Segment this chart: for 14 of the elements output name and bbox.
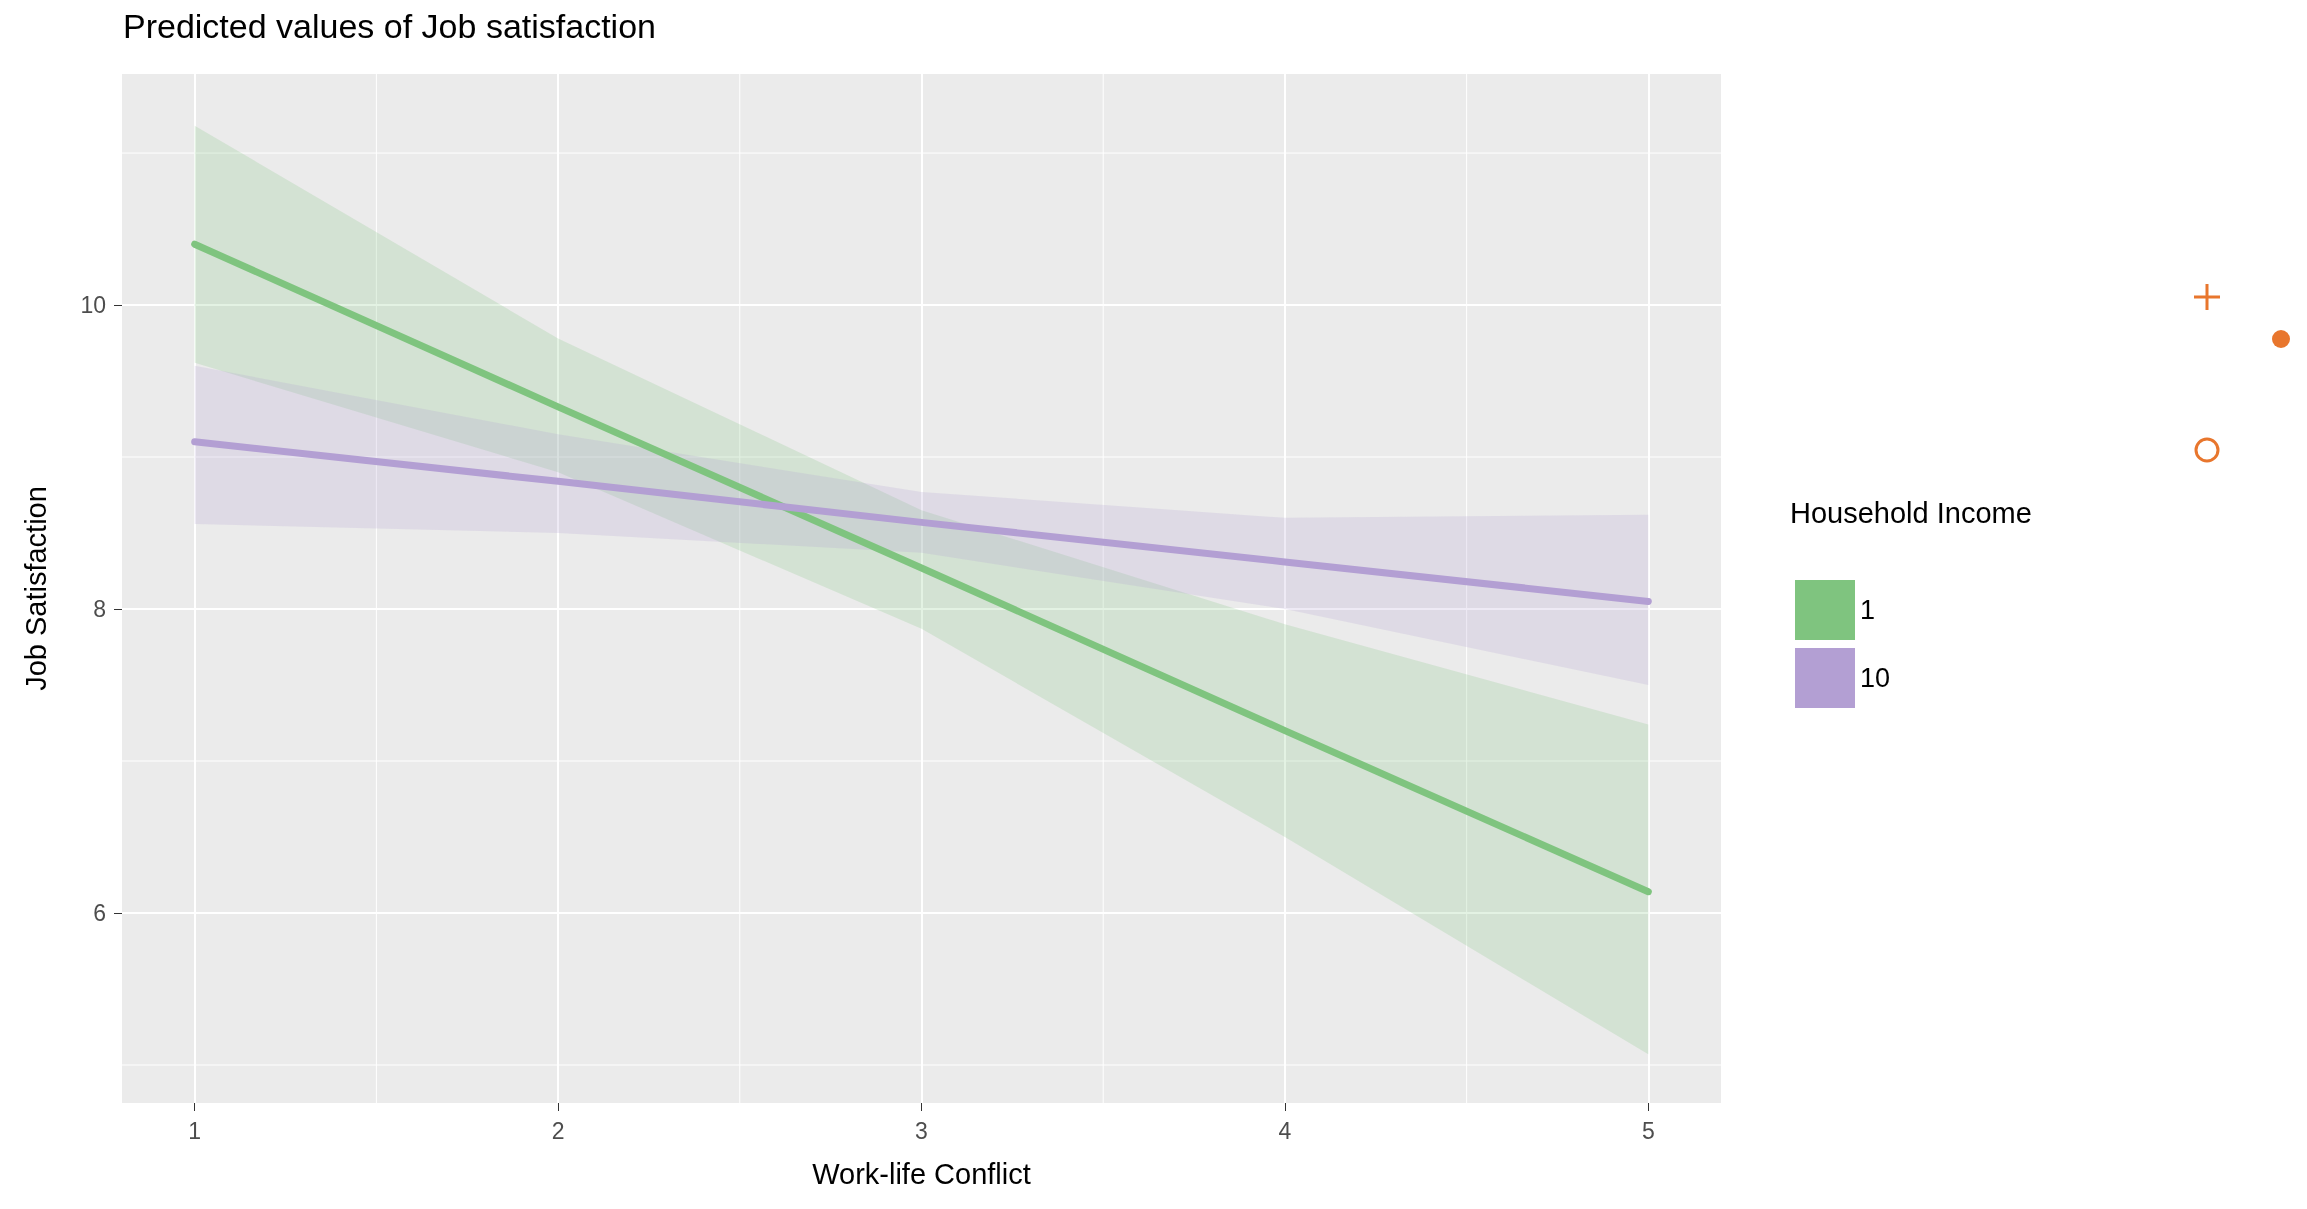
- x-tick-label: 4: [1278, 1117, 1292, 1144]
- x-tick-label: 1: [188, 1117, 202, 1144]
- legend-label: 1: [1860, 595, 1876, 625]
- x-tick-label: 2: [551, 1117, 565, 1144]
- chart-title: Predicted values of Job satisfaction: [123, 7, 656, 45]
- y-tick-label: 10: [80, 292, 106, 319]
- y-tick-label: 8: [93, 596, 106, 623]
- x-tick-label: 3: [915, 1117, 928, 1144]
- legend-label: 10: [1860, 663, 1891, 693]
- x-tick-label: 5: [1641, 1117, 1655, 1144]
- x-axis-title: Work-life Conflict: [812, 1157, 1031, 1190]
- legend-title: Household Income: [1790, 496, 2032, 529]
- y-axis-title: Job Satisfaction: [19, 486, 52, 691]
- y-tick-label: 6: [93, 900, 106, 927]
